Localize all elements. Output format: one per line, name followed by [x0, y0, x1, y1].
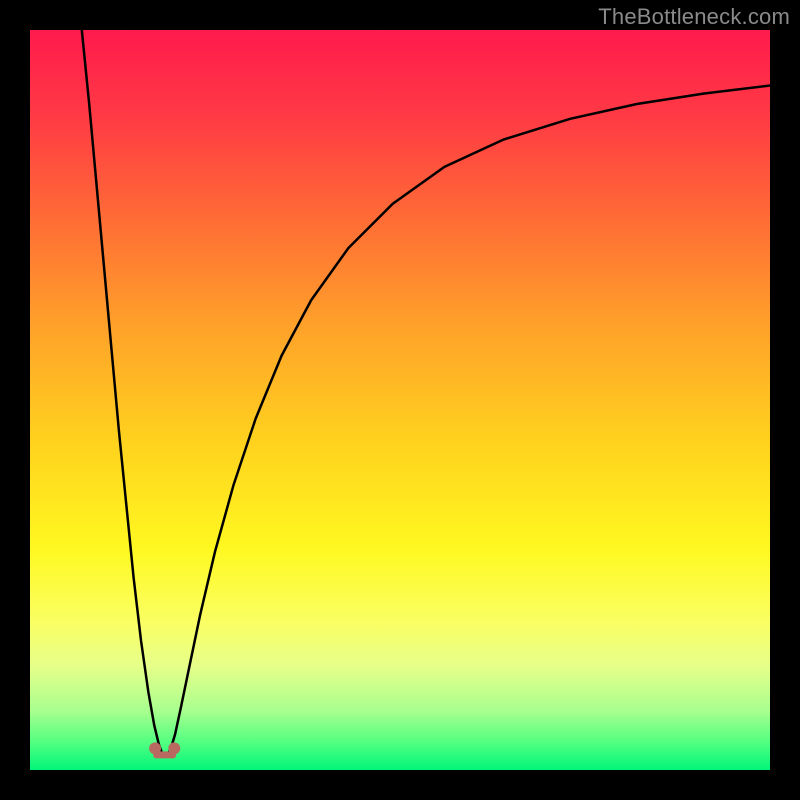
marker-dot-left: [149, 742, 161, 754]
plot-background: [30, 30, 770, 770]
chart-frame: TheBottleneck.com: [0, 0, 800, 800]
marker-dot-right: [168, 742, 180, 754]
watermark-text: TheBottleneck.com: [598, 4, 790, 30]
bottleneck-chart: [0, 0, 800, 800]
